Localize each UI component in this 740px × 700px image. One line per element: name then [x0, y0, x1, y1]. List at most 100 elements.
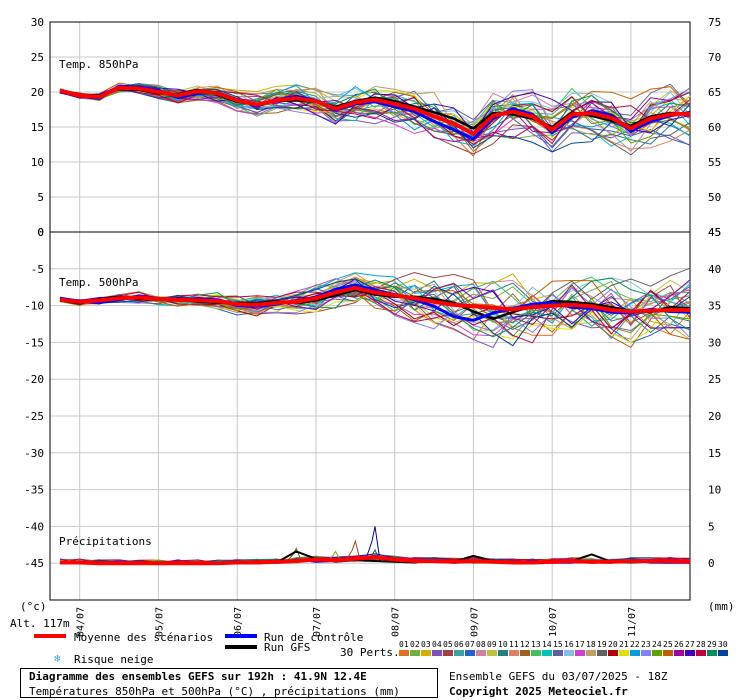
pert-color-swatch	[696, 650, 706, 656]
member-line	[59, 83, 691, 153]
pert-color-swatch	[674, 650, 684, 656]
y-tick-right: 55	[708, 156, 721, 169]
pert-number: 04	[432, 640, 442, 649]
pert-number: 05	[443, 640, 453, 649]
y-tick-right: 15	[708, 447, 721, 460]
mean-line	[59, 85, 691, 136]
pert-number: 09	[487, 640, 497, 649]
pert-color-swatch	[630, 650, 640, 656]
pert-number: 18	[586, 640, 596, 649]
legend-snow-label: Risque neige	[74, 653, 153, 666]
x-date-label: 09/07	[469, 607, 480, 637]
y-tick-right: 10	[708, 484, 721, 497]
y-tick-left: 15	[31, 121, 44, 134]
y-tick-right: 70	[708, 51, 721, 64]
pert-number: 24	[652, 640, 662, 649]
pert-color-swatch	[421, 650, 431, 656]
legend-perts-label: 30 Perts.	[340, 646, 400, 659]
pert-color-swatch	[586, 650, 596, 656]
precip-title: Précipitations	[59, 535, 152, 548]
y-tick-right: 5	[708, 520, 715, 533]
pert-color-swatch	[476, 650, 486, 656]
member-line	[59, 83, 691, 142]
y-tick-left: -30	[24, 447, 44, 460]
y-tick-left: -35	[24, 484, 44, 497]
unit-right: (mm)	[708, 600, 735, 613]
y-tick-right: 75	[708, 16, 721, 29]
pert-color-swatch	[520, 650, 530, 656]
pert-number: 03	[421, 640, 431, 649]
pert-color-swatch	[498, 650, 508, 656]
y-tick-left: -5	[31, 263, 44, 276]
legend: Moyenne des scénarios Run de contrôleRun …	[34, 631, 728, 666]
pert-number: 08	[476, 640, 486, 649]
pert-number: 01	[399, 640, 409, 649]
legend-mean-swatch	[34, 634, 66, 638]
pert-number: 23	[641, 640, 651, 649]
footer-subtitle: Températures 850hPa et 500hPa (°C) , pré…	[29, 685, 400, 698]
x-date-label: 05/07	[154, 607, 165, 637]
legend-control-label: Run de contrôle	[264, 631, 363, 644]
mean-line	[59, 285, 690, 314]
y-tick-left: -45	[24, 557, 44, 570]
member-line	[59, 85, 691, 145]
pert-number: 19	[597, 640, 607, 649]
x-date-label: 10/07	[548, 607, 559, 637]
y-tick-right: 25	[708, 373, 721, 386]
copyright: Copyright 2025 Meteociel.fr	[449, 685, 628, 698]
y-tick-right: 40	[708, 263, 721, 276]
pert-color-swatch	[487, 650, 497, 656]
legend-gfs-swatch	[225, 645, 257, 649]
y-tick-left: 0	[37, 226, 44, 239]
panel-850hpa: 0 5 10 15 20 25 30 45 50 55 60 65 70 75 Temp. 850hPa	[31, 16, 722, 239]
pert-number: 16	[564, 640, 574, 649]
pert-color-swatch	[410, 650, 420, 656]
panel-500hpa-precip: -45 -40 -35 -30 -25 -20 -15 -10 -5 0 0 5 10 15 20 25 30 3…	[24, 226, 721, 601]
legend-control-swatch	[225, 634, 257, 638]
pert-color-swatch	[542, 650, 552, 656]
pert-color-swatch	[553, 650, 563, 656]
y-tick-left: 10	[31, 156, 44, 169]
pert-number: 21	[619, 640, 629, 649]
member-line	[59, 279, 691, 340]
pert-color-swatch	[608, 650, 618, 656]
pert-number: 26	[674, 640, 684, 649]
unit-left: (°c)	[20, 600, 47, 613]
y-tick-left: 5	[37, 191, 44, 204]
panel-title: Temp. 850hPa	[59, 58, 138, 71]
y-tick-left: -15	[24, 336, 44, 349]
y-tick-left: -40	[24, 520, 44, 533]
y-tick-right: 20	[708, 410, 721, 423]
pert-number: 20	[608, 640, 618, 649]
y-tick-right: 45	[708, 226, 721, 239]
pert-color-swatch	[564, 650, 574, 656]
pert-number: 27	[685, 640, 695, 649]
member-line	[59, 87, 691, 153]
x-date-label: 11/07	[627, 607, 638, 637]
pert-number: 07	[465, 640, 475, 649]
altitude-label: Alt. 117m	[10, 617, 70, 630]
pert-number: 17	[575, 640, 585, 649]
member-line	[59, 87, 691, 144]
pert-color-swatch	[685, 650, 695, 656]
footer-box: Diagramme des ensembles GEFS sur 192h : …	[20, 668, 438, 698]
pert-color-swatch	[575, 650, 585, 656]
pert-number: 11	[509, 640, 519, 649]
pert-color-swatch	[707, 650, 717, 656]
y-tick-right: 0	[708, 557, 715, 570]
x-date-label: 04/07	[76, 607, 87, 637]
pert-color-swatch	[443, 650, 453, 656]
pert-color-swatch	[399, 650, 409, 656]
pert-color-swatch	[652, 650, 662, 656]
pert-color-swatch	[432, 650, 442, 656]
y-tick-left: -10	[24, 300, 44, 313]
pert-number: 14	[542, 640, 552, 649]
pert-color-swatch	[531, 650, 541, 656]
pert-number: 13	[531, 640, 541, 649]
precip-peak-line	[344, 539, 361, 562]
y-tick-left: 25	[31, 51, 44, 64]
pert-color-swatch	[663, 650, 673, 656]
pert-number: 25	[663, 640, 673, 649]
pert-number: 06	[454, 640, 464, 649]
